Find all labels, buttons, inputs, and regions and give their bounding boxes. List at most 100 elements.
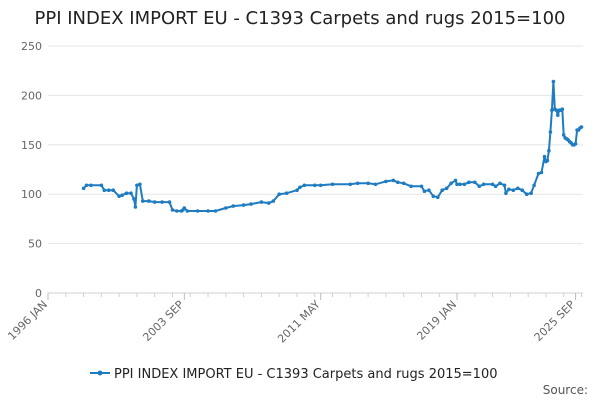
data-point[interactable] (473, 180, 477, 185)
data-point[interactable] (241, 203, 246, 207)
legend[interactable]: PPI INDEX IMPORT EU - C1393 Carpets and … (90, 367, 498, 382)
data-point[interactable] (175, 209, 179, 213)
data-point[interactable] (477, 184, 482, 189)
data-point[interactable] (436, 195, 440, 199)
x-tick-label: 2025 SEP (532, 298, 578, 344)
data-point[interactable] (231, 204, 235, 208)
data-point[interactable] (516, 186, 520, 191)
data-point[interactable] (502, 183, 507, 188)
data-point[interactable] (551, 79, 556, 84)
data-point[interactable] (259, 200, 264, 204)
data-point[interactable] (318, 183, 323, 188)
data-point[interactable] (213, 209, 218, 213)
data-point[interactable] (431, 194, 436, 198)
data-point[interactable] (458, 182, 462, 187)
gridlines (48, 45, 583, 294)
data-point[interactable] (396, 180, 400, 185)
data-point[interactable] (401, 181, 406, 186)
data-point[interactable] (481, 182, 486, 187)
data-point[interactable] (124, 191, 129, 195)
data-point[interactable] (498, 181, 502, 186)
data-point[interactable] (81, 186, 86, 191)
data-point[interactable] (111, 188, 115, 192)
data-point[interactable] (206, 209, 210, 213)
data-point[interactable] (141, 199, 145, 203)
data-point[interactable] (366, 181, 370, 186)
data-point[interactable] (579, 125, 584, 129)
data-point[interactable] (348, 182, 353, 187)
data-point[interactable] (536, 171, 541, 176)
data-point[interactable] (449, 181, 453, 186)
data-point[interactable] (120, 193, 124, 197)
data-point[interactable] (133, 205, 138, 209)
data-point[interactable] (524, 192, 529, 196)
data-point[interactable] (560, 107, 565, 111)
data-point[interactable] (298, 185, 302, 190)
data-point[interactable] (89, 183, 93, 188)
data-point[interactable] (170, 208, 175, 212)
data-point[interactable] (271, 199, 276, 203)
data-point[interactable] (185, 209, 190, 213)
data-point[interactable] (224, 206, 228, 210)
data-point[interactable] (539, 170, 544, 175)
data-point[interactable] (129, 191, 133, 195)
y-tick-label: 200 (21, 89, 42, 102)
data-point[interactable] (573, 142, 578, 146)
data-point[interactable] (493, 184, 498, 189)
data-point[interactable] (249, 202, 253, 206)
data-point[interactable] (490, 182, 495, 187)
data-point[interactable] (440, 188, 445, 192)
data-point[interactable] (152, 200, 157, 204)
data-point[interactable] (422, 189, 427, 193)
data-point[interactable] (284, 191, 289, 195)
data-point[interactable] (147, 199, 151, 203)
data-point[interactable] (453, 178, 458, 183)
data-point[interactable] (313, 183, 317, 188)
data-point[interactable] (84, 183, 89, 188)
x-tick-label: 2019 JAN (414, 298, 459, 343)
data-point[interactable] (99, 183, 104, 188)
data-point[interactable] (132, 197, 136, 201)
data-point[interactable] (444, 186, 449, 191)
data-point[interactable] (195, 209, 200, 213)
data-point[interactable] (547, 148, 551, 153)
data-point[interactable] (117, 194, 121, 198)
data-point[interactable] (529, 191, 533, 195)
data-point[interactable] (542, 154, 547, 159)
data-point[interactable] (455, 182, 459, 187)
data-point[interactable] (520, 188, 524, 192)
data-point[interactable] (548, 130, 553, 134)
y-tick-label: 150 (21, 139, 42, 152)
data-point[interactable] (295, 188, 299, 192)
data-point[interactable] (462, 182, 467, 187)
data-point[interactable] (507, 187, 511, 192)
data-point[interactable] (532, 183, 536, 188)
data-point[interactable] (384, 179, 388, 184)
data-point[interactable] (182, 206, 187, 210)
data-point[interactable] (302, 183, 307, 188)
data-point[interactable] (554, 108, 559, 112)
data-point[interactable] (467, 180, 471, 185)
data-point[interactable] (330, 182, 335, 187)
data-point[interactable] (373, 182, 378, 187)
data-point[interactable] (409, 184, 413, 189)
data-point[interactable] (511, 188, 516, 192)
data-point[interactable] (561, 133, 566, 137)
data-point[interactable] (167, 200, 172, 204)
data-point[interactable] (138, 182, 142, 187)
data-point[interactable] (107, 188, 111, 192)
data-point[interactable] (545, 158, 550, 163)
data-point[interactable] (550, 108, 554, 112)
data-point[interactable] (135, 183, 139, 188)
data-point[interactable] (556, 113, 560, 117)
data-point[interactable] (267, 201, 271, 205)
data-point[interactable] (102, 188, 107, 192)
data-point[interactable] (419, 184, 424, 189)
data-point[interactable] (391, 178, 396, 183)
data-point[interactable] (160, 200, 164, 204)
data-point[interactable] (427, 188, 431, 192)
data-point[interactable] (504, 191, 508, 195)
data-point[interactable] (277, 192, 282, 196)
data-point[interactable] (355, 181, 360, 186)
chart-title: PPI INDEX IMPORT EU - C1393 Carpets and … (35, 8, 566, 29)
